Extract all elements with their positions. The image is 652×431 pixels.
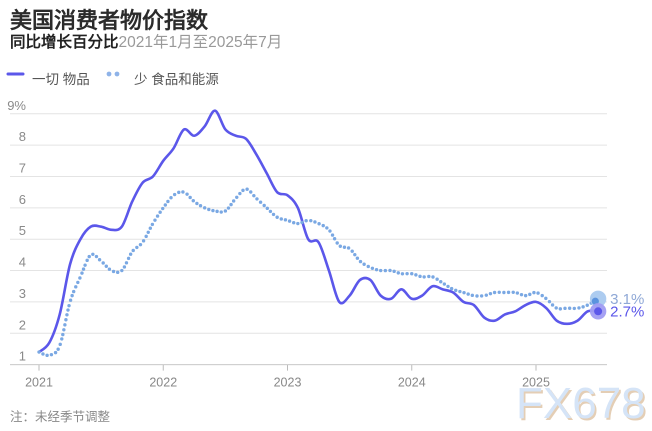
svg-text:2021: 2021	[25, 376, 53, 390]
svg-text:6: 6	[19, 192, 26, 207]
svg-text:4: 4	[19, 255, 26, 270]
svg-text:2: 2	[19, 317, 26, 332]
svg-text:5: 5	[19, 223, 26, 238]
svg-text:2023: 2023	[274, 376, 302, 390]
svg-text:9%: 9%	[7, 98, 26, 113]
svg-text:8: 8	[19, 129, 26, 144]
svg-text:2022: 2022	[149, 376, 177, 390]
svg-text:2.7%: 2.7%	[610, 303, 644, 320]
svg-text:3: 3	[19, 286, 26, 301]
svg-text:7: 7	[19, 161, 26, 176]
svg-text:2024: 2024	[398, 376, 426, 390]
svg-text:1: 1	[19, 349, 26, 364]
